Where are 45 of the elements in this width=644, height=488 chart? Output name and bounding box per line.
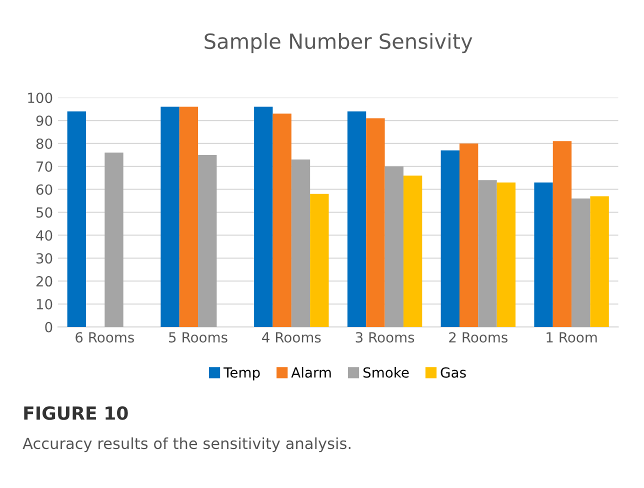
legend-label: Temp <box>224 367 260 380</box>
bar <box>366 118 385 327</box>
y-tick-label: 100 <box>28 92 52 104</box>
bar <box>347 111 366 327</box>
y-tick-label: 80 <box>36 138 52 149</box>
legend-label: Smoke <box>363 366 409 378</box>
bar <box>104 152 124 327</box>
bar <box>384 166 404 327</box>
bar <box>198 154 217 327</box>
bar <box>291 160 310 327</box>
bar <box>590 196 609 327</box>
caption: FIGURE 10 <box>24 406 128 420</box>
y-tick-label: 40 <box>36 230 52 241</box>
bar <box>496 182 516 327</box>
x-tick-label: 4 Rooms <box>262 332 321 343</box>
x-tick-label: 1 Room <box>546 332 597 343</box>
y-tick-label: 30 <box>36 253 52 264</box>
y-tick-label: 50 <box>36 207 52 218</box>
y-tick-label: 10 <box>36 298 52 310</box>
y-tick-label: 20 <box>36 276 52 287</box>
bar <box>552 141 572 327</box>
y-tick-label: 60 <box>36 184 52 195</box>
y-tick-label: 0 <box>45 322 52 332</box>
bar <box>179 106 198 327</box>
legend-label: Gas <box>440 367 466 378</box>
x-tick-label: 6 Rooms <box>76 332 134 343</box>
bar <box>572 198 590 327</box>
bar <box>534 182 553 327</box>
bar <box>478 180 497 327</box>
y-tick-label: 90 <box>36 116 52 126</box>
x-tick-label: 5 Rooms <box>169 332 228 343</box>
text: Accuracy results of the sensitivity analysis. <box>22 437 350 452</box>
legend-label: Alarm <box>291 366 331 378</box>
bar <box>67 111 86 327</box>
x-tick-label: 2 Rooms <box>449 332 508 343</box>
x-tick-label: 3 Rooms <box>356 332 414 343</box>
bar <box>403 176 422 327</box>
y-tick-label: 70 <box>36 161 52 172</box>
chart-title: Sample Number Sensivity <box>204 32 472 54</box>
bar <box>440 150 460 327</box>
bar <box>272 114 292 327</box>
bar <box>459 143 478 327</box>
bar <box>310 194 329 327</box>
bar <box>160 106 180 327</box>
bar <box>254 106 273 327</box>
